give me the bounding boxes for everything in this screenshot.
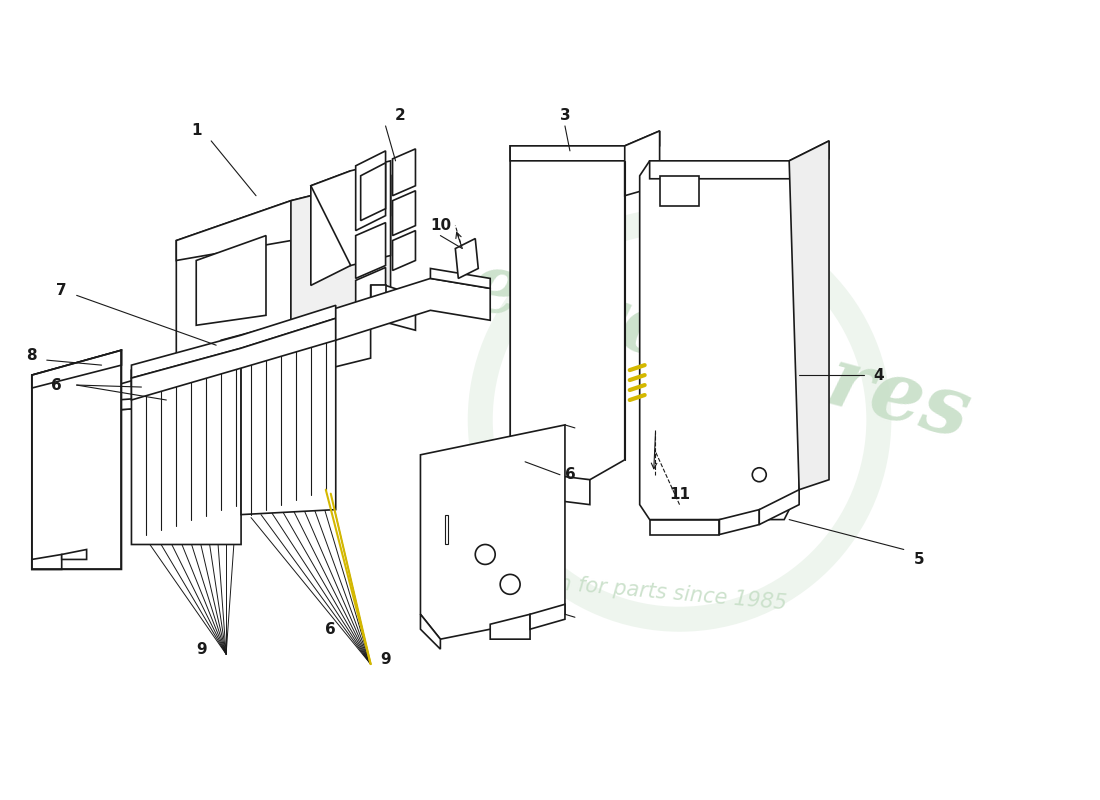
Polygon shape	[311, 170, 351, 286]
Text: 6: 6	[52, 378, 62, 393]
Polygon shape	[132, 310, 336, 385]
Polygon shape	[355, 267, 386, 318]
Polygon shape	[759, 490, 799, 525]
Text: 9: 9	[381, 651, 390, 666]
Polygon shape	[393, 149, 416, 196]
Polygon shape	[32, 554, 62, 570]
Polygon shape	[420, 614, 440, 649]
Text: 3: 3	[560, 109, 570, 123]
Text: 7: 7	[56, 283, 67, 298]
Polygon shape	[290, 176, 390, 340]
Polygon shape	[117, 365, 206, 410]
Polygon shape	[491, 614, 530, 639]
Polygon shape	[355, 151, 386, 230]
Polygon shape	[660, 176, 700, 206]
Polygon shape	[32, 350, 121, 388]
Text: a passion for parts since 1985: a passion for parts since 1985	[472, 566, 788, 613]
Polygon shape	[510, 146, 625, 480]
Polygon shape	[176, 176, 390, 261]
Text: 11: 11	[669, 487, 690, 502]
Polygon shape	[393, 190, 416, 235]
Text: 8: 8	[26, 348, 37, 362]
Text: 10: 10	[430, 218, 451, 233]
Polygon shape	[510, 131, 660, 161]
Polygon shape	[221, 300, 416, 358]
Polygon shape	[430, 269, 491, 288]
Text: 4: 4	[873, 367, 884, 382]
Polygon shape	[530, 604, 565, 630]
Text: 5: 5	[913, 552, 924, 567]
Polygon shape	[625, 131, 660, 196]
Text: 6: 6	[564, 467, 575, 482]
Polygon shape	[355, 222, 386, 278]
Polygon shape	[196, 235, 266, 326]
Polygon shape	[455, 238, 478, 278]
Polygon shape	[446, 514, 449, 545]
Polygon shape	[361, 163, 386, 221]
Polygon shape	[246, 350, 266, 375]
Polygon shape	[132, 318, 336, 400]
Polygon shape	[789, 141, 829, 490]
Text: 1: 1	[191, 123, 201, 138]
Text: 6: 6	[326, 622, 337, 637]
Polygon shape	[719, 510, 759, 534]
Polygon shape	[393, 230, 416, 270]
Polygon shape	[311, 161, 390, 266]
Polygon shape	[420, 425, 565, 639]
Polygon shape	[221, 318, 371, 395]
Polygon shape	[650, 519, 719, 534]
Polygon shape	[62, 550, 87, 559]
Polygon shape	[241, 310, 336, 514]
Text: 9: 9	[196, 642, 207, 657]
Polygon shape	[336, 278, 491, 340]
Polygon shape	[371, 286, 386, 318]
Polygon shape	[32, 350, 121, 570]
Polygon shape	[132, 340, 241, 545]
Polygon shape	[186, 355, 206, 365]
Polygon shape	[132, 306, 336, 378]
Polygon shape	[510, 474, 590, 505]
Polygon shape	[640, 161, 799, 519]
Polygon shape	[176, 360, 196, 372]
Polygon shape	[172, 393, 191, 410]
Polygon shape	[650, 141, 829, 178]
Text: 2: 2	[395, 109, 406, 123]
Text: eurospares: eurospares	[460, 245, 979, 456]
Polygon shape	[117, 395, 186, 410]
Polygon shape	[176, 201, 290, 370]
Polygon shape	[371, 286, 416, 310]
